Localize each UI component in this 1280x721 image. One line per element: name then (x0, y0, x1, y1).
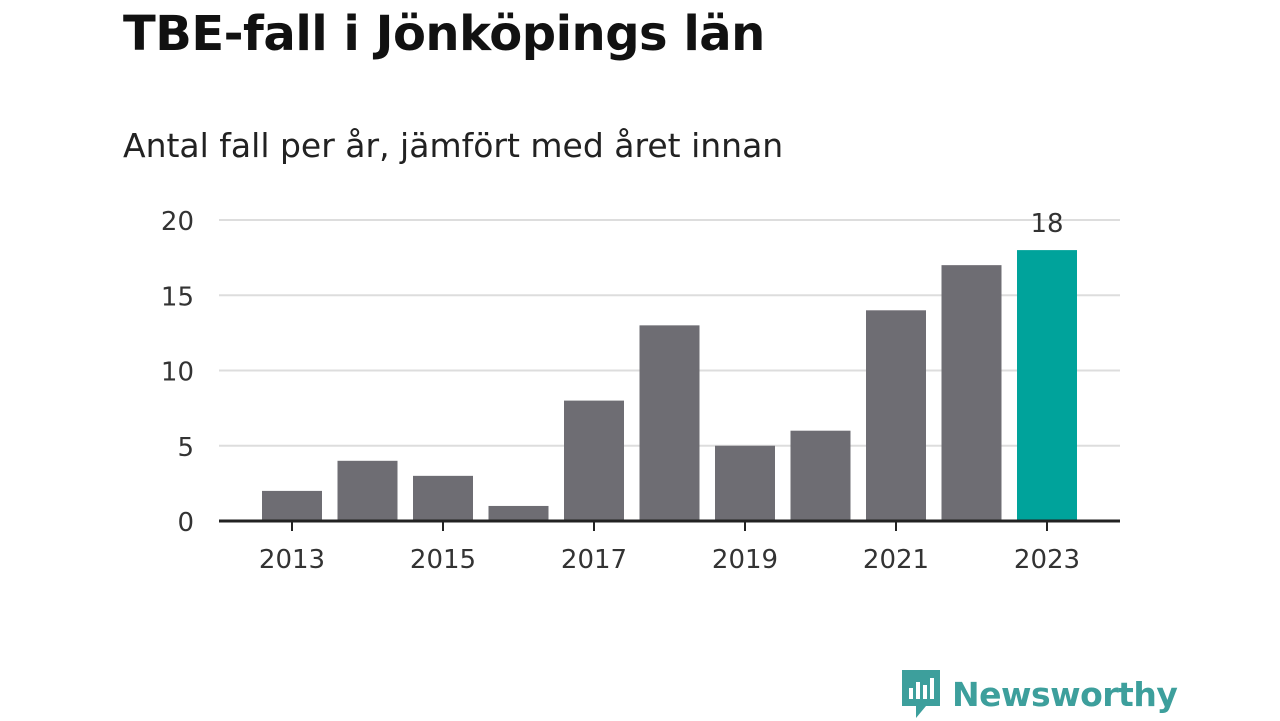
newsworthy-logo-icon (902, 670, 940, 718)
bar (790, 430, 851, 521)
data-label: 18 (1030, 209, 1063, 239)
bar (413, 475, 473, 521)
x-axis-labels: 2013 2015 2017 2019 2021 2023 (259, 545, 1080, 575)
bar (1017, 250, 1077, 521)
chart-subtitle: Antal fall per år, jämfört med året inna… (123, 126, 784, 165)
y-tick-label: 20 (161, 207, 194, 237)
brand-logo: Newsworthy (900, 667, 1178, 721)
x-tick-label: 2019 (712, 545, 778, 575)
bar (337, 460, 398, 521)
y-tick-label: 5 (177, 433, 194, 463)
y-tick-label: 15 (161, 282, 194, 312)
data-labels: 18 (1030, 209, 1063, 239)
x-tick-label: 2021 (863, 545, 929, 575)
bar (941, 265, 1002, 521)
bar (262, 490, 322, 521)
y-tick-label: 10 (161, 358, 194, 388)
bar (564, 400, 624, 521)
x-axis (219, 519, 1120, 531)
chart-title: TBE-fall i Jönköpings län (123, 6, 765, 62)
x-tick-label: 2015 (410, 545, 476, 575)
bar (639, 325, 700, 521)
y-axis-labels: 0 5 10 15 20 (161, 207, 194, 538)
brand-name: Newsworthy (952, 674, 1178, 714)
bar (488, 505, 549, 521)
x-tick-label: 2013 (259, 545, 325, 575)
x-tick-label: 2017 (561, 545, 627, 575)
bars (262, 250, 1077, 521)
y-tick-label: 0 (177, 508, 194, 538)
bar (715, 445, 775, 521)
bar (866, 310, 926, 521)
x-tick-label: 2023 (1014, 545, 1080, 575)
